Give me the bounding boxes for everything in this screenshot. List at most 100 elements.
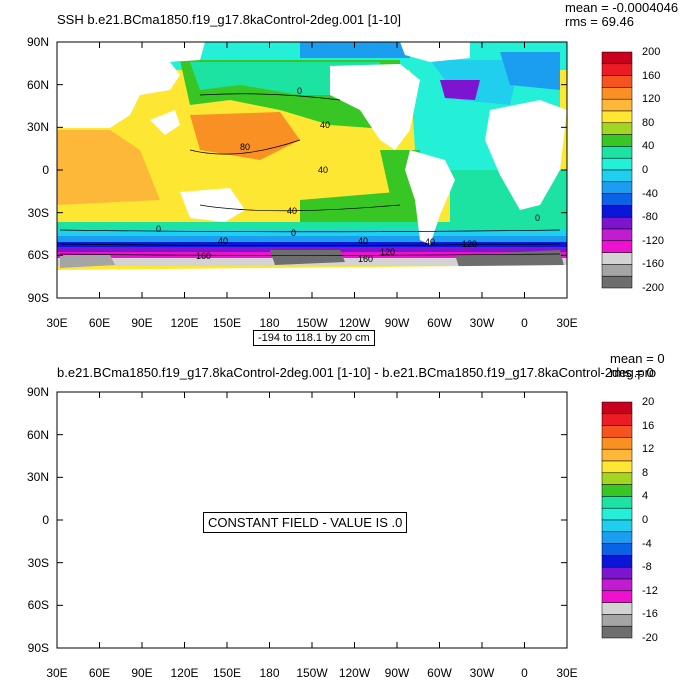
y-tick-label: 90S bbox=[27, 291, 49, 305]
x-tick-label: 60E bbox=[88, 316, 111, 330]
x-tick-label: 30W bbox=[469, 666, 495, 680]
colorbar-swatch bbox=[601, 460, 633, 474]
x-tick-label: 90E bbox=[131, 666, 153, 680]
colorbar-label: 20 bbox=[642, 396, 655, 408]
contour-label: 40 bbox=[358, 236, 368, 246]
colorbar-label: -80 bbox=[642, 211, 658, 224]
indian-ocean-orange bbox=[57, 130, 160, 205]
australia bbox=[180, 188, 245, 222]
x-tick-label: 150W bbox=[296, 316, 328, 330]
so-band-1 bbox=[57, 222, 567, 230]
colorbar-swatch bbox=[601, 531, 633, 544]
africa bbox=[485, 100, 567, 210]
contour-label: 80 bbox=[240, 142, 250, 152]
panel1-colorbar bbox=[601, 51, 633, 289]
x-tick-label: 180 bbox=[259, 316, 280, 330]
so-band-4 bbox=[57, 242, 567, 247]
colorbar-label: -4 bbox=[642, 537, 652, 550]
contour-label: 160 bbox=[358, 254, 373, 264]
greenland bbox=[400, 42, 470, 62]
x-tick-label: 120W bbox=[338, 316, 371, 330]
contour-label: 40 bbox=[320, 120, 330, 130]
y-tick-label: 0 bbox=[42, 513, 49, 527]
x-tick-label: 30E bbox=[46, 316, 68, 330]
x-tick-label: 120E bbox=[170, 316, 199, 330]
contour-40 bbox=[199, 204, 401, 212]
colorbar-label: 0 bbox=[642, 164, 649, 176]
arctic-blue-2 bbox=[300, 42, 410, 58]
panel2-rms: rms = 0 bbox=[610, 365, 654, 380]
contour-80 bbox=[189, 139, 301, 155]
contour-label: 0 bbox=[297, 86, 302, 96]
x-tick-label: 60W bbox=[427, 666, 452, 680]
colorbar-label: 120 bbox=[642, 93, 661, 106]
panel2-colorbar bbox=[601, 401, 633, 639]
y-tick-label: 60S bbox=[27, 598, 49, 613]
antarctica bbox=[57, 265, 567, 298]
colorbar-swatch bbox=[601, 543, 633, 556]
north-america bbox=[330, 64, 420, 150]
contour-0-south bbox=[59, 229, 561, 233]
colorbar-label: -40 bbox=[642, 187, 658, 200]
panel2-ticks bbox=[56, 391, 568, 649]
south-pacific-green bbox=[300, 190, 430, 230]
x-tick-label: 30W bbox=[469, 316, 495, 330]
x-tick-label: 90W bbox=[384, 666, 410, 680]
panel1-rms: rms = 69.46 bbox=[565, 14, 635, 29]
y-tick-label: 30N bbox=[26, 470, 49, 485]
labrador-purple bbox=[440, 80, 480, 100]
x-tick-label: 30E bbox=[556, 666, 578, 680]
x-tick-label: 90E bbox=[131, 316, 153, 330]
x-tick-label: 90W bbox=[384, 316, 410, 330]
colorbar-label: 0 bbox=[642, 514, 649, 526]
colorbar-label: -12 bbox=[642, 584, 658, 597]
y-tick-label: 30S bbox=[27, 555, 49, 570]
colorbar-label: 8 bbox=[642, 466, 649, 479]
y-tick-label: 60N bbox=[26, 427, 49, 442]
y-tick-label: 90S bbox=[27, 641, 49, 655]
colorbar-label: 40 bbox=[642, 140, 655, 153]
colorbar-swatch bbox=[601, 566, 633, 580]
colorbar-swatch bbox=[601, 519, 633, 533]
y-tick-label: 30S bbox=[27, 205, 49, 220]
colorbar-swatch bbox=[601, 275, 633, 289]
contour-neg40 bbox=[59, 243, 561, 246]
colorbar-label: -16 bbox=[642, 608, 658, 621]
contour-label: 40 bbox=[218, 236, 228, 246]
colorbar-swatch bbox=[601, 602, 633, 615]
contour-label-group: 0 40 80 40 40 0 40 0 40 120 160 160 0 40… bbox=[156, 86, 540, 264]
panel1-mean: mean = -0.0004046 bbox=[565, 0, 679, 15]
eurasia-west bbox=[57, 42, 205, 128]
x-tick-label: 0 bbox=[521, 316, 528, 330]
so-band-3 bbox=[57, 236, 567, 242]
so-dark-1 bbox=[270, 250, 345, 265]
colorbar-swatch bbox=[601, 614, 633, 627]
colorbar-label: -120 bbox=[642, 234, 665, 247]
colorbar-swatch bbox=[601, 484, 633, 497]
constant-field-message: CONSTANT FIELD - VALUE IS .0 bbox=[203, 512, 408, 533]
y-tick-label: 60N bbox=[26, 77, 49, 92]
y-tick-label: 90N bbox=[26, 385, 49, 399]
y-tick-label: 90N bbox=[26, 35, 49, 49]
contour-lines bbox=[59, 93, 561, 256]
colorbar-swatch bbox=[601, 413, 633, 426]
x-tick-label: 120W bbox=[338, 666, 371, 680]
nordic-blue bbox=[500, 52, 560, 90]
colorbar-swatch bbox=[601, 507, 633, 521]
colorbar-label: -20 bbox=[642, 632, 658, 644]
colorbar-swatch bbox=[601, 401, 633, 415]
x-tick-label: 30E bbox=[556, 316, 578, 330]
contour-label: 0 bbox=[156, 224, 161, 234]
colorbar-swatch bbox=[601, 425, 633, 438]
panel2-mean: mean = 0 bbox=[610, 351, 665, 366]
colorbar-label: -200 bbox=[642, 282, 665, 294]
colorbar-swatch bbox=[601, 448, 633, 462]
x-tick-label: 150W bbox=[296, 666, 328, 680]
panel2-title: b.e21.BCma1850.f19_g17.8kaControl-2deg.0… bbox=[57, 365, 657, 380]
colorbar-swatch bbox=[601, 472, 633, 485]
colorbar-swatch bbox=[601, 578, 633, 592]
colorbar-label: 80 bbox=[642, 116, 655, 129]
colorbar-label: -160 bbox=[642, 258, 665, 271]
colorbar-label: -8 bbox=[642, 561, 652, 574]
